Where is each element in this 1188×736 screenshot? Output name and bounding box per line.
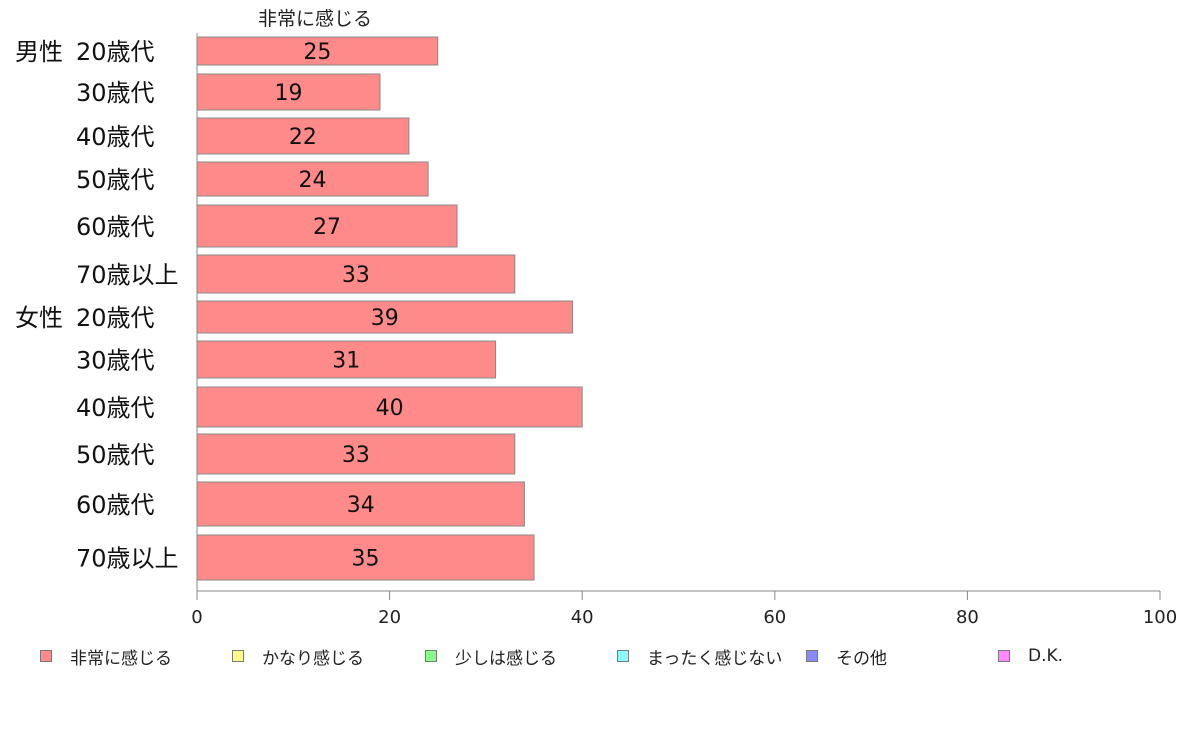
- bar-value-label: 33: [342, 443, 370, 468]
- category-label: 30歳代: [76, 347, 155, 375]
- bar-value-label: 33: [342, 263, 370, 288]
- bar-value-label: 19: [274, 81, 302, 106]
- legend-item-very: 非常に感じる: [40, 645, 172, 669]
- x-tick-label: 80: [956, 607, 979, 628]
- bar-value-label: 34: [347, 493, 375, 518]
- bar: [196, 534, 535, 581]
- legend: 非常に感じる かなり感じる 少しは感じる まったく感じない その他 D.K.: [0, 645, 1188, 669]
- legend-swatch: [806, 650, 818, 662]
- bar: [196, 36, 439, 66]
- category-label: 20歳代: [76, 38, 155, 66]
- legend-swatch: [40, 650, 52, 662]
- legend-item-not-at-all: まったく感じない: [617, 645, 783, 669]
- category-label: 60歳代: [76, 491, 155, 519]
- bar: [196, 117, 410, 155]
- legend-item-fairly: かなり感じる: [232, 645, 364, 669]
- legend-swatch: [232, 650, 244, 662]
- series-header-label: 非常に感じる: [258, 8, 372, 30]
- bar: [196, 254, 516, 294]
- category-label: 50歳代: [76, 441, 155, 469]
- bar: [196, 161, 429, 197]
- bar: [196, 481, 525, 527]
- legend-swatch: [425, 650, 437, 662]
- legend-swatch: [998, 650, 1010, 662]
- category-label: 70歳以上: [76, 261, 179, 289]
- legend-label: 少しは感じる: [455, 648, 557, 669]
- category-label: 30歳代: [76, 79, 155, 107]
- legend-label: 非常に感じる: [70, 648, 172, 669]
- x-tick-label: 100: [1143, 607, 1177, 628]
- legend-label: かなり感じる: [262, 648, 364, 669]
- bar-value-label: 40: [376, 396, 404, 421]
- bar-value-label: 31: [332, 349, 360, 374]
- bar-value-label: 25: [303, 40, 331, 65]
- legend-item-somewhat: 少しは感じる: [425, 645, 557, 669]
- bar-value-label: 22: [289, 125, 317, 150]
- bar: [196, 433, 516, 475]
- legend-swatch: [617, 650, 629, 662]
- x-tick-label: 0: [191, 607, 202, 628]
- x-tick-label: 60: [763, 607, 786, 628]
- group-label: 男性: [15, 38, 63, 66]
- group-label: 女性: [15, 304, 63, 332]
- legend-item-dk: D.K.: [998, 645, 1063, 667]
- category-label: 70歳以上: [76, 545, 179, 573]
- bar-value-label: 27: [313, 215, 341, 240]
- bar: [196, 204, 458, 248]
- category-label: 40歳代: [76, 123, 155, 151]
- legend-label: まったく感じない: [647, 648, 783, 669]
- category-label: 20歳代: [76, 304, 155, 332]
- legend-label: その他: [836, 648, 887, 669]
- bar-value-label: 35: [352, 547, 380, 572]
- bar: [196, 300, 574, 334]
- bar: [196, 73, 381, 111]
- category-label: 50歳代: [76, 166, 155, 194]
- bar-value-label: 39: [371, 306, 399, 331]
- x-tick-label: 20: [378, 607, 401, 628]
- x-tick-label: 40: [571, 607, 594, 628]
- category-label: 60歳代: [76, 213, 155, 241]
- legend-label: D.K.: [1028, 646, 1064, 666]
- bar-chart: 非常に感じる2520歳代男性1930歳代2240歳代2450歳代2760歳代33…: [15, 8, 1177, 628]
- bar-value-label: 24: [299, 168, 327, 193]
- legend-item-other: その他: [806, 645, 887, 669]
- category-label: 40歳代: [76, 394, 155, 422]
